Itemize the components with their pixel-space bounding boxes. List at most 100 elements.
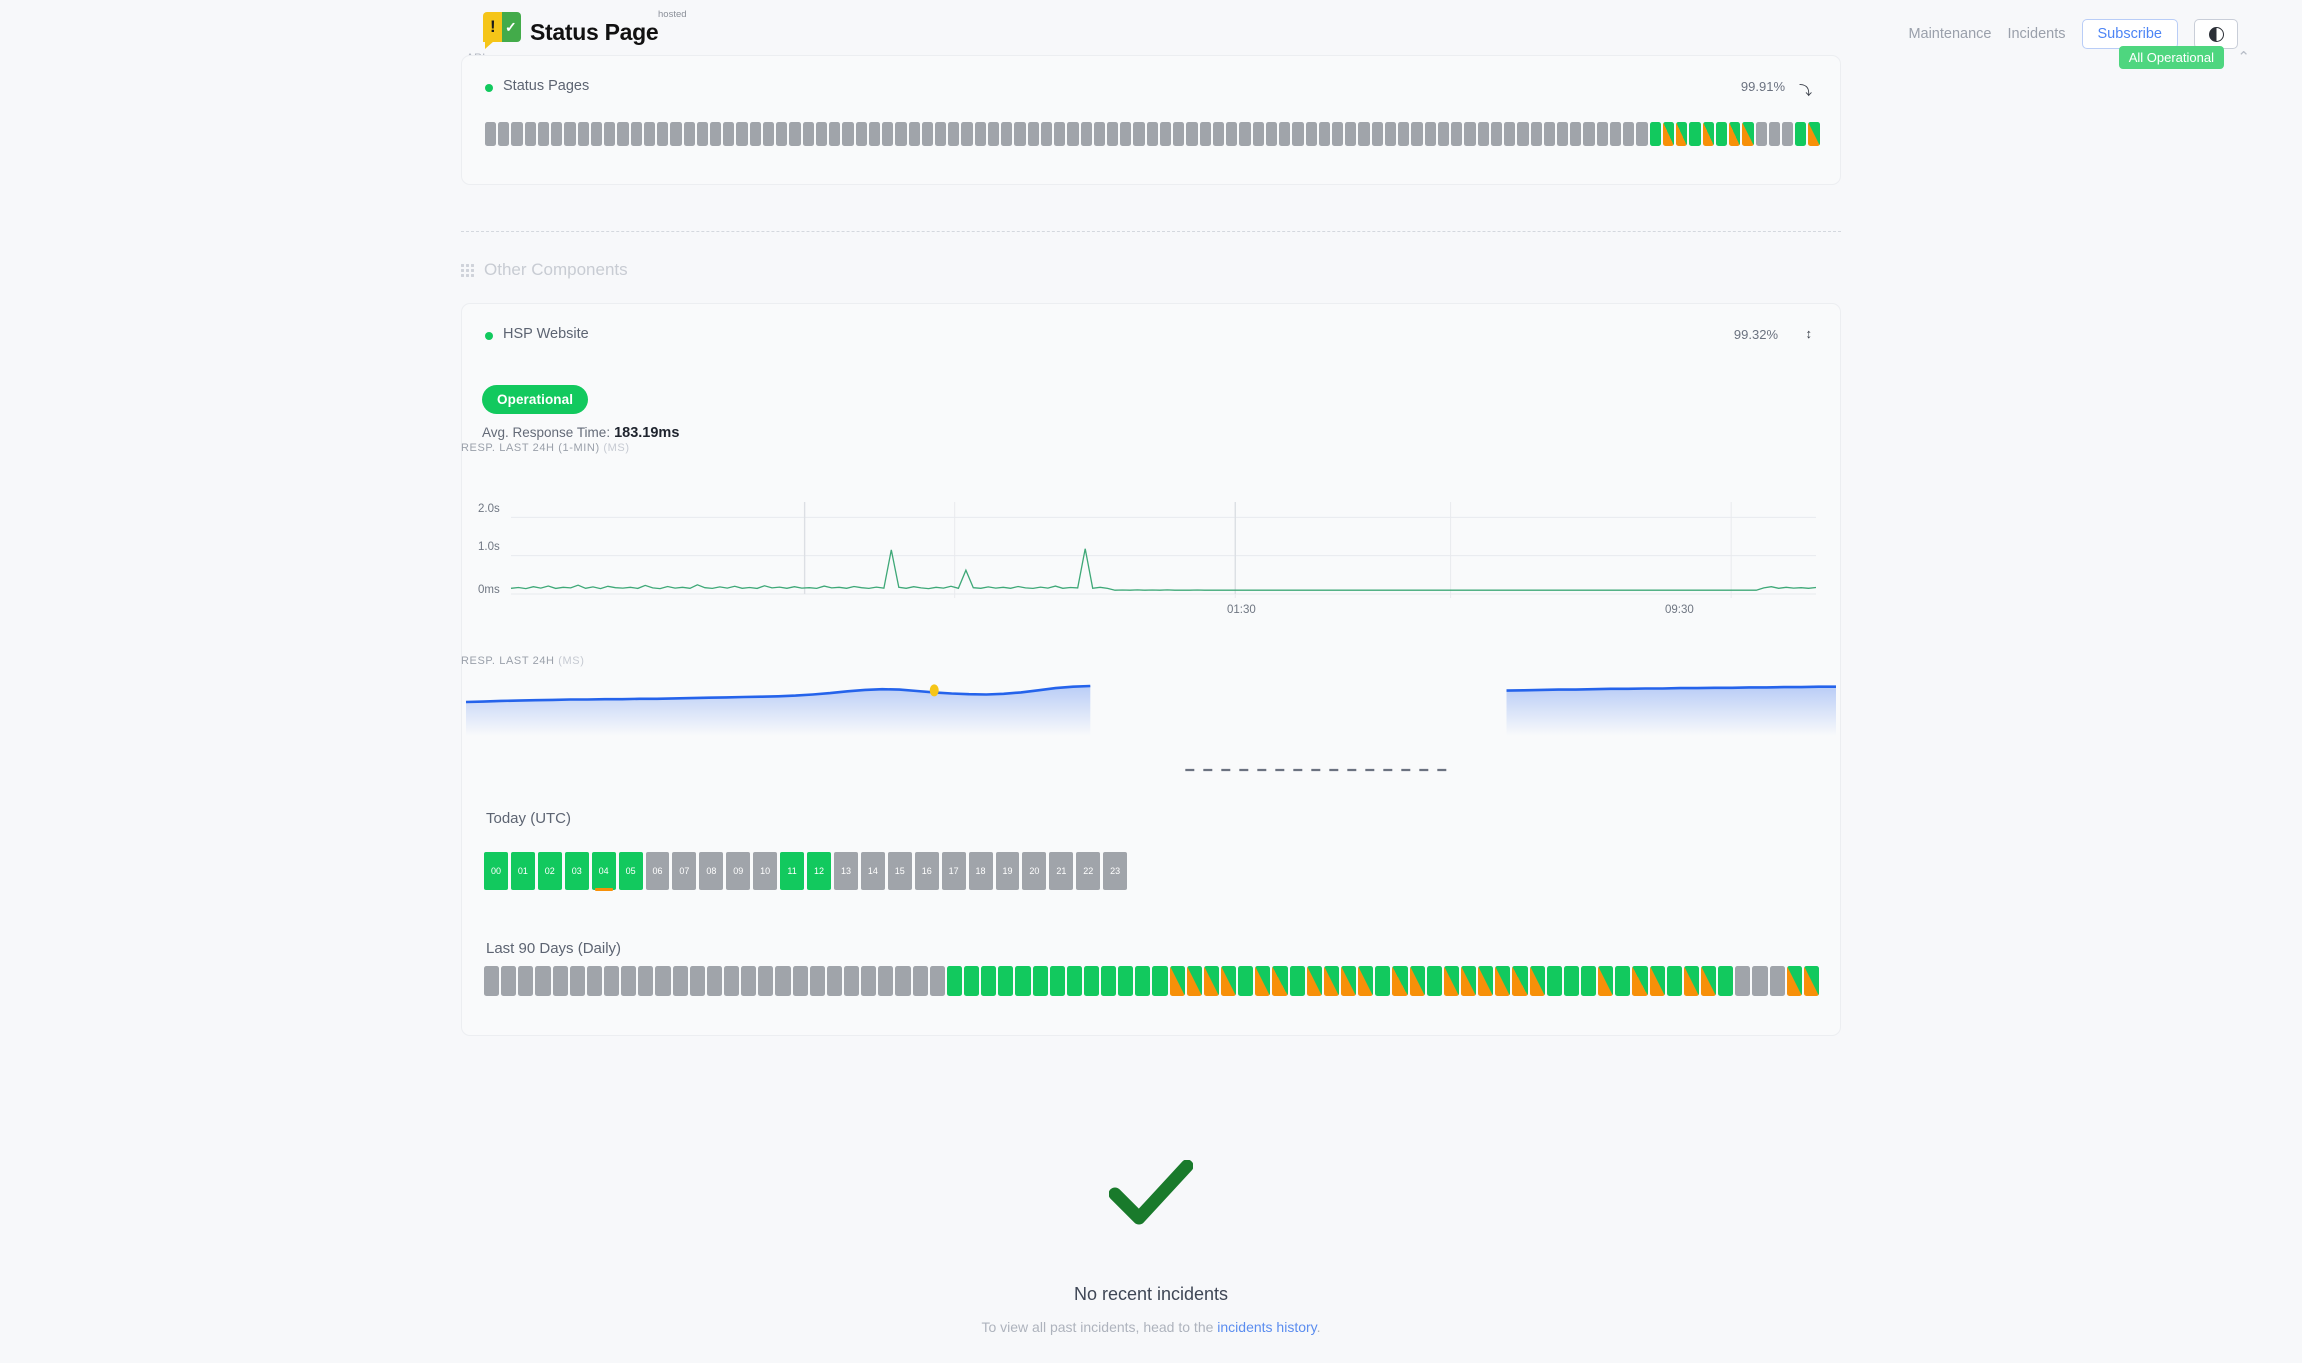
day-bar[interactable] <box>655 966 671 996</box>
uptime-bar[interactable] <box>485 122 497 146</box>
day-bar[interactable] <box>792 966 808 996</box>
subscribe-button[interactable]: Subscribe <box>2081 19 2178 49</box>
uptime-bar[interactable] <box>776 122 788 146</box>
uptime-bar[interactable] <box>1755 122 1767 146</box>
day-bar[interactable] <box>1203 966 1220 996</box>
day-bar[interactable] <box>1186 966 1202 996</box>
uptime-bar[interactable] <box>1371 122 1383 146</box>
day-bar[interactable] <box>1169 966 1185 996</box>
uptime-bar[interactable] <box>1027 122 1039 146</box>
day-bar[interactable] <box>1752 966 1768 996</box>
day-bar[interactable] <box>689 966 705 996</box>
day-bar[interactable] <box>1238 966 1254 996</box>
day-bar[interactable] <box>1306 966 1322 996</box>
theme-toggle-button[interactable] <box>2194 19 2238 49</box>
uptime-bar[interactable] <box>1609 122 1622 146</box>
day-bar[interactable] <box>672 966 688 996</box>
uptime-bar[interactable] <box>868 122 881 146</box>
uptime-bar[interactable] <box>524 122 536 146</box>
day-bar[interactable] <box>775 966 791 996</box>
uptime-bar[interactable] <box>1345 122 1357 146</box>
uptime-bar[interactable] <box>1451 122 1463 146</box>
day-bar[interactable] <box>723 966 740 996</box>
hour-bar[interactable]: 04 <box>591 852 616 891</box>
day-bar[interactable] <box>603 966 620 996</box>
uptime-bar[interactable] <box>630 122 642 146</box>
uptime-bar[interactable] <box>1212 122 1225 146</box>
uptime-bar[interactable] <box>1226 122 1238 146</box>
uptime-bar[interactable] <box>670 122 682 146</box>
day-bar[interactable] <box>1461 966 1477 996</box>
day-bar[interactable] <box>1666 966 1682 996</box>
uptime-bar[interactable] <box>1742 122 1754 146</box>
uptime-bar[interactable] <box>1159 122 1172 146</box>
day-bar[interactable] <box>1718 966 1734 996</box>
day-bar[interactable] <box>586 966 602 996</box>
uptime-bar[interactable] <box>577 122 589 146</box>
day-bar[interactable] <box>1426 966 1442 996</box>
uptime-bar[interactable] <box>1702 122 1714 146</box>
day-bar[interactable] <box>1083 966 1100 996</box>
uptime-bar[interactable] <box>604 122 616 146</box>
uptime-bar[interactable] <box>498 122 510 146</box>
day-bar[interactable] <box>1375 966 1391 996</box>
day-bar[interactable] <box>1769 966 1785 996</box>
day-bar[interactable] <box>638 966 654 996</box>
day-bar[interactable] <box>1546 966 1562 996</box>
hour-bar[interactable]: 22 <box>1076 852 1101 890</box>
uptime-bar[interactable] <box>789 122 801 146</box>
uptime-bar[interactable] <box>1729 122 1741 146</box>
uptime-bar[interactable] <box>1279 122 1291 146</box>
uptime-bar[interactable] <box>1636 122 1648 146</box>
day-bar[interactable] <box>1581 966 1597 996</box>
day-bar[interactable] <box>1495 966 1511 996</box>
hour-bar[interactable]: 18 <box>968 852 993 890</box>
uptime-bar[interactable] <box>934 122 947 146</box>
uptime-bar[interactable] <box>855 122 867 146</box>
day-bar[interactable] <box>552 966 568 996</box>
uptime-bar[interactable] <box>1490 122 1503 146</box>
day-bar[interactable] <box>1032 966 1048 996</box>
hour-bar[interactable]: 02 <box>537 852 562 890</box>
day-bar[interactable] <box>1323 966 1340 996</box>
last-90-days-bars[interactable] <box>484 966 1819 996</box>
collapse-arrow-icon[interactable]: ↕ <box>1805 326 1813 341</box>
day-bar[interactable] <box>895 966 911 996</box>
uptime-bar[interactable] <box>1305 122 1317 146</box>
uptime-bar[interactable] <box>802 122 814 146</box>
day-bar[interactable] <box>963 966 980 996</box>
hour-bar[interactable]: 03 <box>564 852 589 890</box>
nav-incidents[interactable]: Incidents <box>2007 26 2066 42</box>
day-bar[interactable] <box>1392 966 1408 996</box>
day-bar[interactable] <box>1615 966 1631 996</box>
uptime-bar[interactable] <box>1715 122 1728 146</box>
day-bar[interactable] <box>1118 966 1134 996</box>
uptime-bar[interactable] <box>1014 122 1026 146</box>
hour-bar[interactable]: 11 <box>780 852 805 890</box>
uptime-bar[interactable] <box>551 122 563 146</box>
day-bar[interactable] <box>1135 966 1151 996</box>
uptime-bar[interactable] <box>948 122 960 146</box>
uptime-bar[interactable] <box>1133 122 1145 146</box>
day-bar[interactable] <box>1683 966 1699 996</box>
day-bar[interactable] <box>1272 966 1288 996</box>
hour-bar[interactable]: 17 <box>941 852 966 890</box>
uptime-bar[interactable] <box>709 122 722 146</box>
day-bar[interactable] <box>1443 966 1460 996</box>
day-bar[interactable] <box>1735 966 1751 996</box>
uptime-bar[interactable] <box>1795 122 1807 146</box>
uptime-bar[interactable] <box>723 122 735 146</box>
day-bar[interactable] <box>843 966 860 996</box>
hour-bar[interactable]: 07 <box>672 852 697 890</box>
day-bar[interactable] <box>569 966 585 996</box>
hour-bar[interactable]: 13 <box>833 852 858 890</box>
day-bar[interactable] <box>1512 966 1528 996</box>
uptime-bar[interactable] <box>1292 122 1304 146</box>
day-bar[interactable] <box>1152 966 1168 996</box>
uptime-bar[interactable] <box>1623 122 1635 146</box>
uptime-bar[interactable] <box>1411 122 1423 146</box>
day-bar[interactable] <box>621 966 637 996</box>
uptime-bar[interactable] <box>815 122 828 146</box>
day-bar[interactable] <box>1700 966 1717 996</box>
day-bar[interactable] <box>1289 966 1305 996</box>
